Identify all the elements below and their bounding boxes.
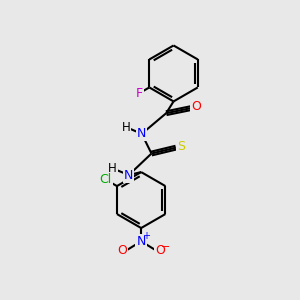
Text: N: N — [124, 169, 134, 182]
Text: F: F — [136, 86, 143, 100]
Text: O: O — [155, 244, 165, 257]
Text: N: N — [136, 235, 146, 248]
Text: H: H — [108, 162, 117, 175]
Text: N: N — [137, 127, 146, 140]
Text: −: − — [161, 242, 171, 252]
Text: H: H — [122, 121, 130, 134]
Text: Cl: Cl — [99, 173, 112, 186]
Text: O: O — [191, 100, 201, 113]
Text: O: O — [117, 244, 127, 257]
Text: +: + — [142, 231, 150, 241]
Text: S: S — [177, 140, 185, 153]
